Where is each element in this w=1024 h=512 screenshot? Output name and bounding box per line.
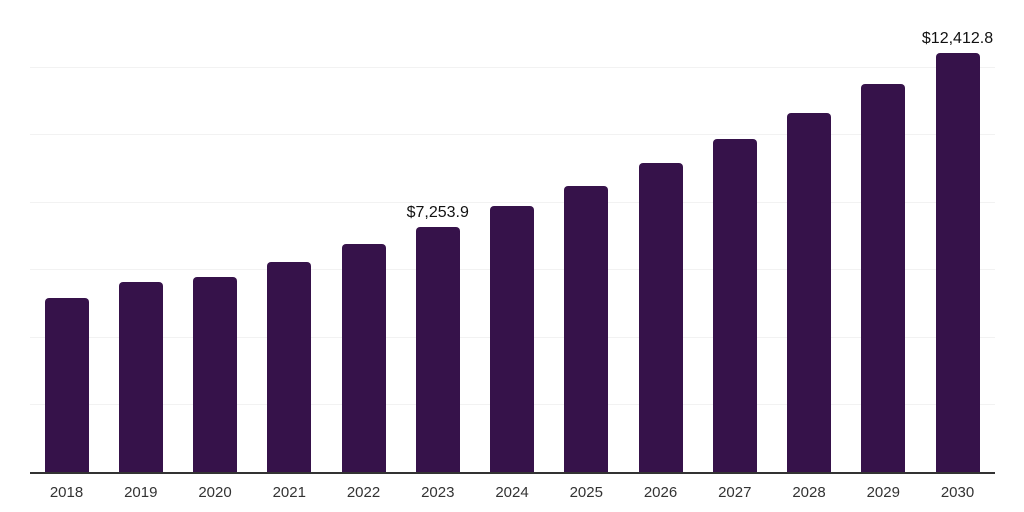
x-tick-2022: 2022 bbox=[346, 484, 381, 501]
bar-2025 bbox=[564, 185, 609, 472]
x-tick-2026: 2026 bbox=[643, 484, 678, 501]
gridline-12000 bbox=[30, 66, 995, 68]
data-label-2023: $7,253.9 bbox=[406, 203, 469, 221]
x-tick-2019: 2019 bbox=[124, 484, 158, 501]
x-tick-2018: 2018 bbox=[49, 484, 84, 501]
plot-area: $7,253.9 $12,412.8 bbox=[30, 0, 995, 474]
bar-2026 bbox=[638, 162, 683, 472]
x-tick-2030: 2030 bbox=[940, 484, 975, 501]
bar-2028 bbox=[787, 112, 831, 472]
gridline-8000 bbox=[30, 201, 995, 203]
x-tick-2029: 2029 bbox=[866, 484, 900, 501]
x-axis-line bbox=[30, 472, 995, 474]
x-tick-2020: 2020 bbox=[198, 484, 232, 501]
gridline-10000 bbox=[30, 134, 995, 136]
bar-2021 bbox=[267, 262, 312, 472]
x-tick-2028: 2028 bbox=[792, 484, 826, 501]
bar-2029 bbox=[861, 84, 906, 472]
bar-2022 bbox=[341, 244, 386, 472]
x-tick-2025: 2025 bbox=[569, 484, 603, 501]
bar-2023 bbox=[415, 226, 460, 472]
x-tick-2023: 2023 bbox=[421, 484, 455, 501]
bar-2027 bbox=[712, 139, 757, 472]
bar-2020 bbox=[193, 277, 237, 472]
bar-2024 bbox=[490, 206, 534, 472]
x-tick-2027: 2027 bbox=[718, 484, 752, 501]
bar-2019 bbox=[118, 281, 163, 472]
bar-2018 bbox=[44, 297, 89, 472]
bar-2030 bbox=[935, 52, 980, 472]
x-axis-labels: 2018 2019 2020 2021 2022 2023 2024 2025 2026 2027… bbox=[30, 484, 995, 506]
x-tick-2024: 2024 bbox=[495, 484, 529, 501]
x-tick-2021: 2021 bbox=[272, 484, 306, 501]
data-label-2030: $12,412.8 bbox=[921, 29, 994, 47]
